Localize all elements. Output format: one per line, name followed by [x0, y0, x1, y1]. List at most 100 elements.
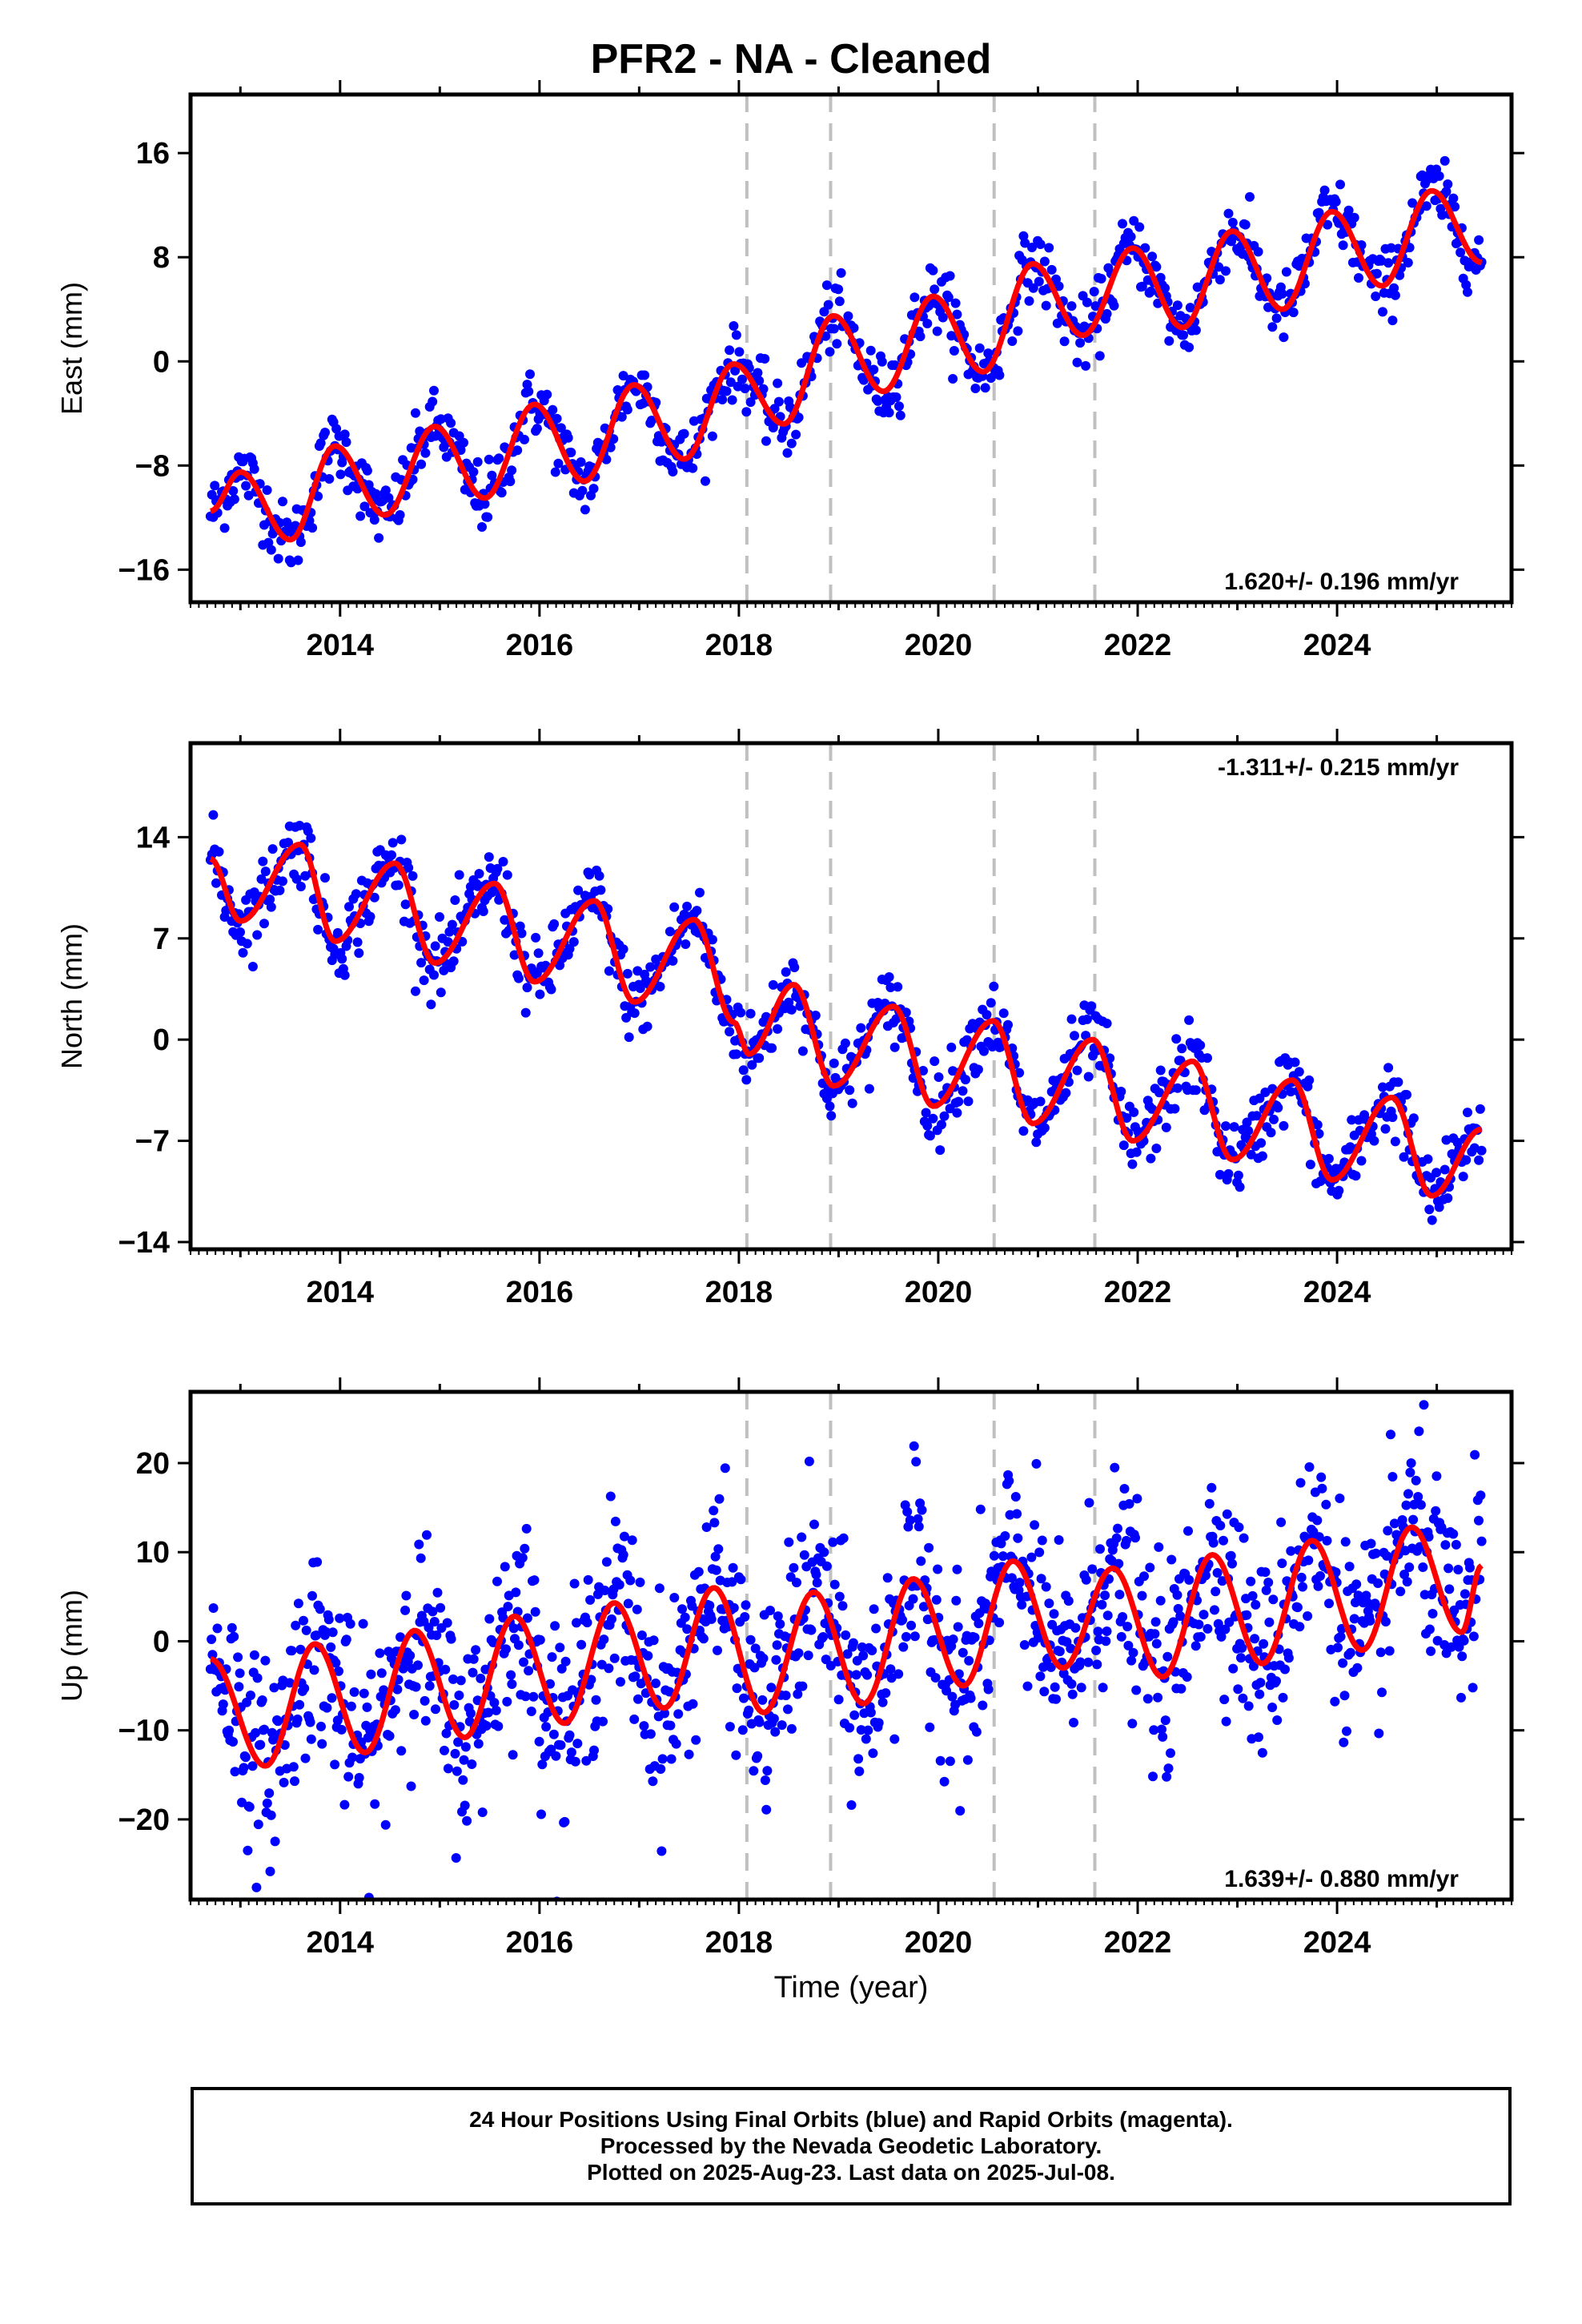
data-point	[1365, 1615, 1375, 1626]
data-point	[535, 1634, 545, 1645]
data-point	[211, 878, 221, 888]
data-point	[745, 397, 756, 408]
data-point	[1331, 196, 1341, 207]
data-point	[395, 510, 405, 520]
data-point	[717, 395, 728, 404]
data-point	[509, 950, 520, 960]
data-point	[343, 1771, 354, 1782]
data-point	[1459, 1635, 1469, 1646]
data-point	[1114, 1558, 1124, 1569]
data-point	[952, 1108, 962, 1118]
data-point	[424, 1681, 435, 1691]
data-point	[1118, 219, 1127, 229]
data-point	[818, 1632, 829, 1642]
data-point	[312, 1557, 323, 1567]
data-point	[720, 1463, 730, 1474]
data-point	[1086, 1001, 1097, 1011]
data-point	[1083, 1657, 1094, 1667]
data-point	[1290, 1057, 1300, 1068]
data-point	[982, 1010, 992, 1020]
data-point	[1003, 1019, 1013, 1030]
data-point	[918, 1066, 928, 1076]
data-point	[1395, 270, 1405, 280]
data-point	[701, 1522, 712, 1532]
data-point	[1335, 1631, 1346, 1642]
data-point	[934, 1072, 944, 1082]
data-point	[1039, 256, 1050, 267]
data-point	[1450, 202, 1460, 212]
data-point	[1389, 1518, 1399, 1529]
data-point	[1098, 1683, 1108, 1693]
data-point	[1378, 307, 1387, 317]
data-point	[937, 1120, 946, 1130]
data-point	[930, 284, 940, 295]
data-point	[869, 1604, 879, 1614]
data-point	[1419, 1400, 1429, 1410]
data-point	[1157, 1724, 1166, 1735]
data-point	[1353, 1590, 1363, 1601]
data-point	[359, 1688, 369, 1699]
data-point	[1118, 1140, 1129, 1151]
data-point	[909, 1631, 920, 1642]
data-point	[484, 852, 494, 862]
data-point	[945, 1756, 955, 1767]
data-point	[1402, 1577, 1412, 1587]
data-point	[768, 979, 778, 990]
data-point	[1240, 219, 1251, 230]
data-point	[1424, 1204, 1435, 1215]
data-point	[242, 1697, 252, 1707]
data-point	[636, 1630, 647, 1640]
data-point	[1037, 1535, 1047, 1546]
data-point	[251, 1727, 261, 1738]
data-point	[219, 523, 230, 533]
data-point	[1374, 1728, 1384, 1739]
data-point	[256, 874, 267, 884]
data-point	[1070, 1031, 1079, 1041]
data-point	[542, 389, 552, 400]
data-point	[273, 553, 283, 564]
data-point	[804, 1456, 814, 1466]
data-point	[657, 1754, 668, 1764]
data-point	[1463, 1108, 1472, 1118]
data-point	[380, 485, 391, 496]
data-point	[612, 385, 623, 395]
data-point	[924, 1542, 934, 1553]
data-point	[309, 1665, 319, 1675]
data-point	[1294, 1067, 1304, 1077]
data-point	[1095, 1544, 1105, 1554]
data-point	[1242, 1117, 1252, 1128]
data-point	[955, 1806, 966, 1816]
data-point	[909, 1441, 919, 1451]
data-point	[1220, 1624, 1231, 1634]
x-tick-label: 2018	[705, 1276, 773, 1309]
data-point	[1476, 1536, 1487, 1546]
data-point	[299, 1683, 310, 1694]
data-point	[848, 1638, 858, 1648]
data-point	[625, 1575, 636, 1586]
data-point	[842, 1649, 853, 1659]
data-point	[1185, 303, 1195, 313]
data-point	[1475, 1104, 1485, 1114]
data-point	[443, 1763, 453, 1774]
data-point	[1116, 1087, 1126, 1096]
data-point	[777, 1720, 787, 1731]
data-point	[1177, 1043, 1187, 1054]
data-point	[895, 410, 905, 420]
data-point	[569, 1578, 580, 1589]
data-point	[1017, 1599, 1027, 1610]
data-point	[1216, 1631, 1227, 1642]
data-point	[905, 1515, 915, 1526]
data-point	[229, 1631, 239, 1642]
data-point	[1132, 1494, 1142, 1504]
data-point	[775, 1619, 785, 1629]
data-point	[1334, 1185, 1344, 1196]
data-point	[1093, 1626, 1103, 1637]
data-point	[1441, 187, 1452, 197]
footer-line-1: 24 Hour Positions Using Final Orbits (bl…	[469, 2107, 1233, 2132]
data-point	[963, 1096, 974, 1107]
data-point	[760, 1775, 770, 1785]
data-point	[502, 870, 512, 880]
data-point	[522, 983, 532, 993]
data-point	[293, 1598, 303, 1609]
plot-frame	[188, 92, 1514, 605]
